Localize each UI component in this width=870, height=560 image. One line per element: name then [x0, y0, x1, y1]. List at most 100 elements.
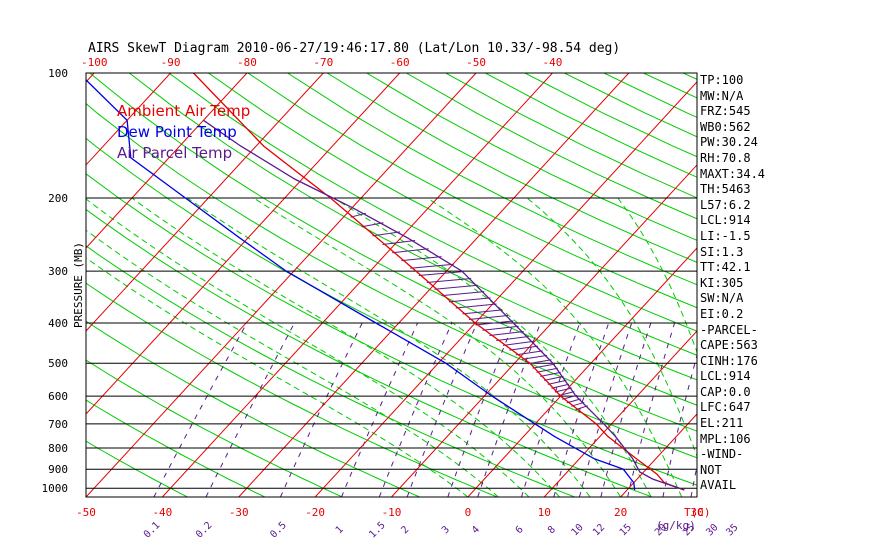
cape-hatch-mark [502, 340, 534, 346]
dry-adiabat-line [326, 73, 697, 263]
sounding-index-20: CAP:0.0 [700, 384, 751, 399]
isotherm-line [620, 413, 697, 497]
cape-hatch-mark [496, 336, 529, 342]
cape-hatch-mark [434, 284, 478, 290]
mixing-ratio-line [205, 322, 295, 497]
dry-adiabat-line [208, 73, 697, 332]
sounding-index-7: TH:5463 [700, 182, 751, 197]
cape-hatching [350, 212, 588, 411]
mixing-ratio-line [553, 322, 610, 497]
sounding-index-16: -PARCEL- [700, 322, 758, 337]
pressure-tick-label: 800 [48, 442, 68, 455]
moist-adiabat-line [617, 197, 697, 354]
y-axis-label: PRESSURE (MB) [72, 242, 85, 328]
isotherm-line [0, 73, 18, 497]
sounding-index-22: EL:211 [700, 416, 744, 431]
isotherm-line [467, 247, 697, 497]
mixing-ratio-line [627, 322, 676, 497]
plot-frame [85, 72, 698, 498]
isotherm-line [86, 73, 171, 166]
moist-adiabat-line [427, 197, 683, 497]
pressure-tick-label: 500 [48, 357, 68, 370]
sounding-index-18: CINH:176 [700, 353, 758, 368]
dry-adiabat-line [89, 73, 697, 406]
pressure-tick-label: 400 [48, 317, 68, 330]
mixing-ratio-label: 0.1 [142, 520, 163, 541]
mixing-ratio-line [662, 353, 697, 497]
isotherm-line [162, 73, 553, 497]
bottom-temp-tick-label: -50 [76, 506, 96, 519]
mixing-ratio-label: 35 [724, 522, 740, 538]
mixing-ratio-line [153, 322, 248, 497]
cape-hatch-mark [410, 263, 454, 269]
mixing-ratio-label: 4 [470, 524, 482, 536]
cape-hatch-mark [489, 330, 524, 336]
bottom-temp-tick-label: 30 [690, 506, 703, 519]
mixing-ratio-label: 8 [546, 524, 558, 536]
cape-hatch-mark [536, 367, 558, 373]
cape-hatch-mark [455, 303, 497, 309]
moist-adiabat-line [333, 197, 652, 497]
legend-entry: Dew Point Temp [117, 123, 237, 141]
sounding-index-3: WB0:562 [700, 119, 751, 134]
pressure-tick-label: 900 [48, 463, 68, 476]
cape-hatch-mark [509, 345, 539, 351]
cape-hatch-mark [392, 248, 429, 254]
cape-hatch-mark [382, 240, 416, 245]
bottom-temp-tick-label: -30 [229, 506, 249, 519]
mixing-ratio-lines [153, 322, 697, 497]
dry-adiabat-line [86, 440, 188, 497]
dry-adiabat-line [287, 73, 697, 286]
dry-adiabat-line [86, 102, 697, 432]
moist-adiabat-line [86, 229, 499, 497]
cape-hatch-mark [554, 387, 572, 393]
isotherm-line [86, 73, 477, 497]
sounding-index-19: LCL:914 [700, 369, 751, 384]
top-temp-tick-label: -70 [313, 56, 333, 69]
cape-hatch-mark [468, 314, 509, 320]
bottom-temp-tick-label: -10 [382, 506, 402, 519]
profile-dew-point-temp-line [86, 79, 636, 491]
dry-adiabat-line [86, 173, 697, 486]
bottom-temp-tick-label: 20 [614, 506, 627, 519]
moist-adiabat-line [526, 197, 697, 458]
mixing-ratio-label: 12 [591, 522, 607, 538]
dry-adiabat-line [86, 208, 653, 497]
cape-hatch-mark [372, 231, 401, 237]
mixing-ratio-line [477, 322, 541, 497]
sounding-index-8: L57:6.2 [700, 197, 751, 212]
moist-adiabat-line [253, 197, 622, 497]
cape-hatch-mark [448, 297, 491, 303]
profile-air-parcel-temp-line [203, 119, 685, 491]
sounding-index-14: SW:N/A [700, 291, 744, 306]
dry-adiabat-line [168, 73, 697, 356]
dry-adiabat-line [86, 245, 575, 497]
isotherm-line [314, 81, 697, 497]
mixing-ratio-label: 0.5 [268, 520, 289, 541]
sounding-index-24: -WIND- [700, 447, 744, 462]
profiles [86, 73, 685, 491]
sounding-index-6: MAXT:34.4 [700, 166, 766, 181]
top-temp-tick-label: -40 [543, 56, 563, 69]
plot-border [85, 72, 698, 498]
top-temp-tick-label: -60 [390, 56, 410, 69]
cape-hatch-mark [547, 379, 567, 385]
pressure-tick-label: 700 [48, 418, 68, 431]
isotherm-line [86, 73, 248, 249]
dry-adiabat-line [86, 399, 266, 497]
bottom-temp-tick-label: 10 [538, 506, 551, 519]
mixing-ratio-label: 6 [514, 524, 526, 536]
cape-hatch-mark [475, 320, 514, 326]
mixing-ratio-label: 1.5 [367, 520, 388, 541]
sounding-index-10: LI:-1.5 [700, 228, 751, 243]
chart-title: AIRS SkewT Diagram 2010-06-27/19:46:17.8… [88, 41, 620, 56]
moist-adiabat-line [187, 197, 591, 497]
top-temp-tick-label: -90 [161, 56, 181, 69]
sounding-index-11: SI:1.3 [700, 244, 744, 259]
cape-hatch-mark [544, 375, 564, 381]
cape-hatch-mark [441, 291, 485, 297]
sounding-index-1: MW:N/A [700, 88, 744, 103]
mixing-ratio-line [521, 322, 581, 497]
isotherm-line [391, 164, 697, 497]
cape-hatch-mark [515, 350, 543, 356]
